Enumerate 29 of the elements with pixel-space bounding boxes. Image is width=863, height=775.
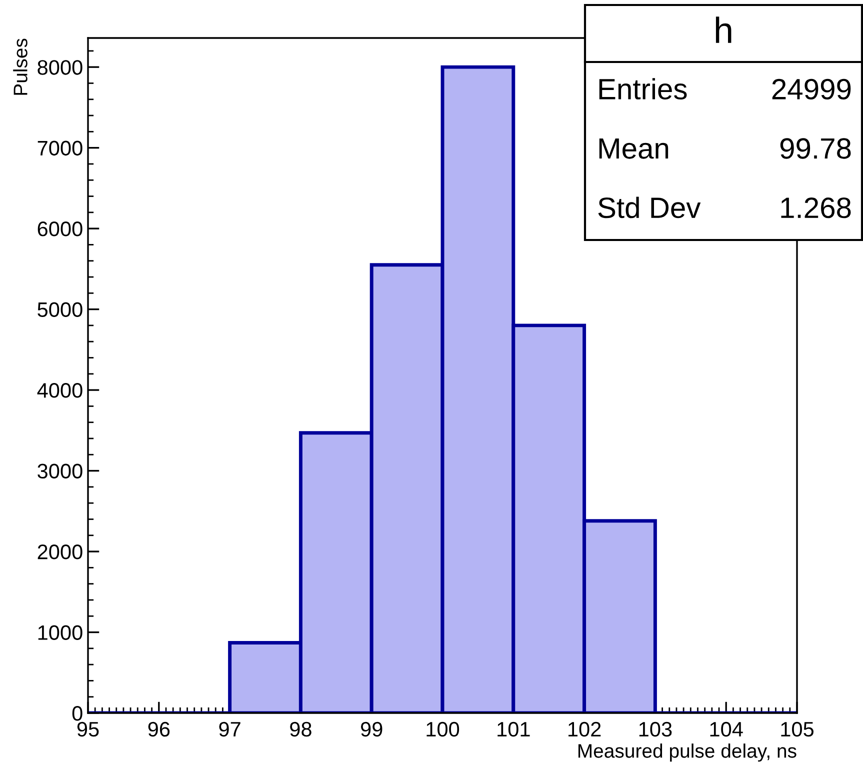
annotation: 99.78	[780, 138, 851, 159]
x-tick-label: 100	[426, 722, 460, 737]
y-tick-label: 4000	[37, 383, 82, 398]
x-tick-label: 96	[148, 722, 170, 737]
y-axis-title: Pulses	[13, 38, 28, 95]
x-axis-title: Measured pulse delay, ns	[578, 744, 796, 762]
y-tick-label: 8000	[38, 60, 82, 75]
y-tick-label: 1000	[38, 625, 82, 640]
x-tick-label: 104	[710, 722, 743, 737]
annotation: Mean	[599, 138, 668, 159]
y-tick-label: 5000	[38, 302, 82, 318]
x-tick-label: 102	[568, 722, 601, 737]
x-tick-label: 103	[639, 722, 672, 737]
x-tick-label: 95	[77, 722, 99, 737]
x-tick-label: 98	[290, 722, 312, 737]
y-tick-label: 7000	[38, 140, 82, 156]
y-tick-label: 6000	[38, 222, 82, 236]
annotation: Std Dev	[598, 196, 701, 218]
annotation: 24999	[772, 78, 851, 100]
annotation: Entries	[599, 78, 687, 100]
annotation: 1.268	[781, 198, 851, 218]
y-tick-label: 0	[72, 706, 82, 721]
x-tick-label: 101	[498, 722, 530, 737]
annotation: h	[716, 16, 732, 43]
y-tick-label: 3000	[38, 464, 82, 479]
x-tick-label: 99	[360, 722, 382, 737]
x-tick-label: 105	[781, 722, 814, 737]
x-tick-label: 97	[219, 722, 240, 737]
y-tick-label: 2000	[38, 544, 82, 560]
